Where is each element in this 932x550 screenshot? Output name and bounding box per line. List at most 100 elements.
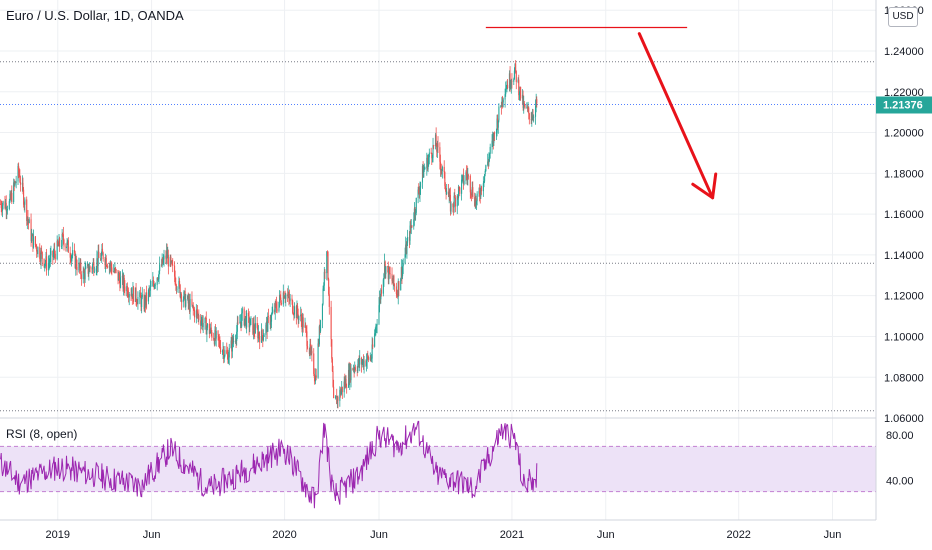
candle-body[interactable] <box>89 266 91 269</box>
candle-body[interactable] <box>258 332 260 337</box>
candle-body[interactable] <box>47 263 50 271</box>
candle-body[interactable] <box>513 79 515 82</box>
candle-body[interactable] <box>498 106 500 121</box>
candle-body[interactable] <box>74 250 76 253</box>
candle-body[interactable] <box>210 327 212 332</box>
candle-body[interactable] <box>456 196 458 207</box>
candle-body[interactable] <box>304 325 306 328</box>
candle-body[interactable] <box>366 354 368 361</box>
candle-body[interactable] <box>528 113 530 120</box>
candle-body[interactable] <box>224 350 226 356</box>
candle-body[interactable] <box>243 308 245 326</box>
candle-body[interactable] <box>349 366 351 383</box>
candle-body[interactable] <box>41 252 43 259</box>
candle-body[interactable] <box>184 291 186 307</box>
candle-body[interactable] <box>105 258 107 265</box>
candle-body[interactable] <box>475 201 478 205</box>
candle-body[interactable] <box>528 107 530 114</box>
candle-body[interactable] <box>1 205 4 211</box>
candle-body[interactable] <box>461 176 463 180</box>
rsi-line[interactable] <box>0 420 538 509</box>
candle-body[interactable] <box>480 186 483 192</box>
candle-body[interactable] <box>180 294 182 297</box>
candle-body[interactable] <box>479 195 481 197</box>
candle-body[interactable] <box>221 351 223 353</box>
candle-body[interactable] <box>426 157 428 170</box>
candle-body[interactable] <box>354 367 356 371</box>
candle-body[interactable] <box>204 317 206 324</box>
candle-body[interactable] <box>124 286 126 292</box>
candle-body[interactable] <box>88 271 90 274</box>
candle-body[interactable] <box>462 174 464 177</box>
candle-body[interactable] <box>154 284 156 286</box>
candle-body[interactable] <box>135 287 137 301</box>
candle-body[interactable] <box>295 306 297 319</box>
candle-body[interactable] <box>361 362 363 365</box>
candle-body[interactable] <box>340 390 342 396</box>
candle-body[interactable] <box>448 193 450 198</box>
candle-body[interactable] <box>395 286 397 294</box>
candle-body[interactable] <box>265 324 267 335</box>
candle-body[interactable] <box>23 189 25 205</box>
candle-body[interactable] <box>367 356 369 360</box>
candle-body[interactable] <box>214 329 216 345</box>
candle-body[interactable] <box>144 297 146 306</box>
candle-body[interactable] <box>217 331 219 335</box>
candle-body[interactable] <box>533 116 535 118</box>
candle-body[interactable] <box>218 334 220 340</box>
candle-body[interactable] <box>410 225 412 229</box>
candle-body[interactable] <box>526 106 528 108</box>
candle-body[interactable] <box>119 277 122 288</box>
candle-body[interactable] <box>256 323 258 328</box>
candle-body[interactable] <box>136 300 138 304</box>
candle-body[interactable] <box>336 396 338 405</box>
candle-body[interactable] <box>384 261 386 275</box>
candle-body[interactable] <box>419 187 421 195</box>
candle-body[interactable] <box>389 273 391 275</box>
candle-body[interactable] <box>337 396 339 401</box>
candle-body[interactable] <box>467 175 469 177</box>
candle-body[interactable] <box>515 70 517 83</box>
candle-body[interactable] <box>431 153 433 159</box>
candle-body[interactable] <box>10 193 12 199</box>
candle-body[interactable] <box>493 132 495 143</box>
candle-body[interactable] <box>518 79 520 96</box>
candle-body[interactable] <box>80 274 82 280</box>
candle-body[interactable] <box>250 318 252 319</box>
candle-body[interactable] <box>13 182 15 203</box>
candle-body[interactable] <box>487 161 489 166</box>
candle-body[interactable] <box>239 321 241 323</box>
candle-body[interactable] <box>93 271 95 273</box>
candle-body[interactable] <box>83 270 85 273</box>
candle-body[interactable] <box>115 267 117 270</box>
candle-body[interactable] <box>444 185 447 190</box>
candle-body[interactable] <box>106 266 108 268</box>
candle-body[interactable] <box>408 237 410 241</box>
candle-body[interactable] <box>484 174 486 182</box>
candle-body[interactable] <box>452 206 455 208</box>
candle-body[interactable] <box>36 251 38 255</box>
candle-body[interactable] <box>275 302 277 304</box>
candle-body[interactable] <box>28 219 30 224</box>
candle-body[interactable] <box>234 340 237 342</box>
candle-body[interactable] <box>209 331 211 334</box>
candle-body[interactable] <box>236 331 238 341</box>
candle-body[interactable] <box>261 329 263 343</box>
candle-body[interactable] <box>67 240 69 242</box>
candle-body[interactable] <box>420 182 422 188</box>
candle-body[interactable] <box>178 280 180 289</box>
candle-body[interactable] <box>182 299 184 303</box>
candle-body[interactable] <box>336 396 338 405</box>
candle-body[interactable] <box>188 300 190 304</box>
candle-body[interactable] <box>306 331 308 347</box>
candle-body[interactable] <box>154 284 156 288</box>
candle-body[interactable] <box>396 293 398 295</box>
candle-body[interactable] <box>128 295 130 298</box>
candle-body[interactable] <box>366 360 368 366</box>
currency-button[interactable]: USD <box>888 7 918 27</box>
candle-body[interactable] <box>197 315 199 316</box>
candle-body[interactable] <box>380 289 383 294</box>
candle-body[interactable] <box>266 321 268 332</box>
candle-body[interactable] <box>492 137 494 141</box>
candle-body[interactable] <box>26 217 28 221</box>
